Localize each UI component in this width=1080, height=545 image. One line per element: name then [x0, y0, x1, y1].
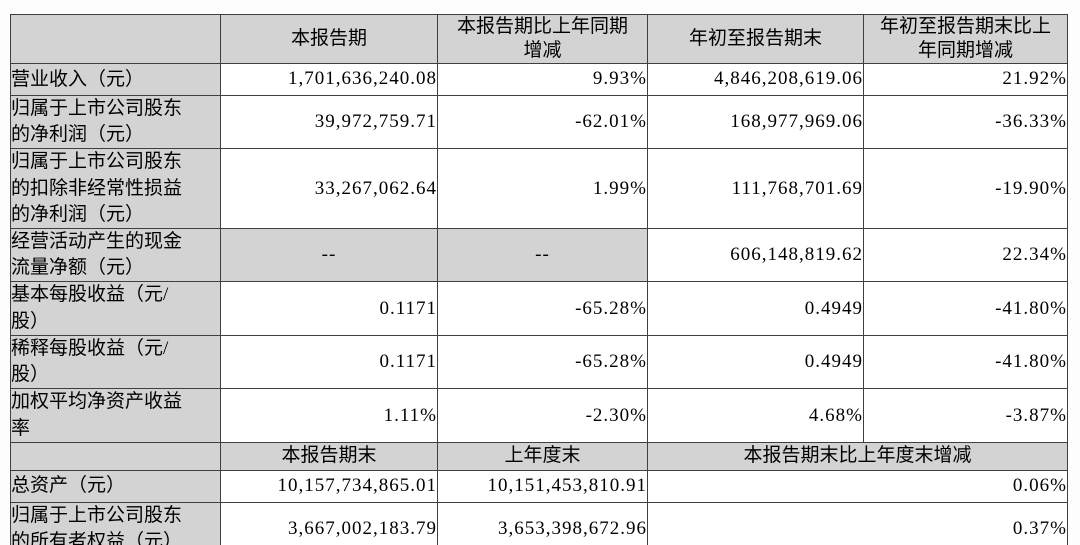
table-row: 营业收入（元） 1,701,636,240.08 9.93% 4,846,208…: [10, 62, 1068, 96]
row-label: 经营活动产生的现金流量净额（元）: [10, 227, 221, 283]
cell-value: 1,701,636,240.08: [220, 62, 438, 96]
cell-value: 33,267,062.64: [220, 148, 438, 229]
header-yoy-change: 本报告期比上年同期增减: [437, 14, 648, 64]
table-row: 归属于上市公司股东的所有者权益（元） 3,667,002,183.79 3,65…: [10, 501, 1068, 545]
cell-value: 9.93%: [437, 62, 648, 96]
cell-value: 3,653,398,672.96: [437, 501, 648, 545]
section1-header-row: 本报告期 本报告期比上年同期增减 年初至报告期末 年初至报告期末比上年同期增减: [10, 14, 1068, 64]
row-label: 归属于上市公司股东的所有者权益（元）: [10, 501, 221, 545]
cell-value: -41.80%: [863, 334, 1068, 390]
table-row: 总资产（元） 10,157,734,865.01 10,151,453,810.…: [10, 469, 1068, 503]
cell-value: 0.1171: [220, 281, 438, 336]
table-row: 稀释每股收益（元/股） 0.1171 -65.28% 0.4949 -41.80…: [10, 334, 1068, 390]
cell-value: -19.90%: [863, 148, 1068, 229]
cell-value: 4.68%: [647, 388, 864, 443]
row-label: 归属于上市公司股东的净利润（元）: [10, 94, 221, 150]
cell-value: -62.01%: [437, 94, 648, 150]
table-row: 经营活动产生的现金流量净额（元） -- -- 606,148,819.62 22…: [10, 227, 1068, 283]
cell-value: 111,768,701.69: [647, 148, 864, 229]
table-row: 基本每股收益（元/股） 0.1171 -65.28% 0.4949 -41.80…: [10, 281, 1068, 336]
cell-no-data: --: [220, 227, 438, 283]
cell-value: 0.06%: [647, 469, 1068, 503]
cell-value: 10,151,453,810.91: [437, 469, 648, 503]
cell-value: -65.28%: [437, 334, 648, 390]
header-ytd: 年初至报告期末: [647, 14, 864, 64]
cell-value: 0.4949: [647, 281, 864, 336]
row-label: 归属于上市公司股东的扣除非经常性损益的净利润（元）: [10, 148, 221, 229]
cell-value: 10,157,734,865.01: [220, 469, 438, 503]
cell-no-data: --: [437, 227, 648, 283]
cell-value: 168,977,969.06: [647, 94, 864, 150]
row-label: 基本每股收益（元/股）: [10, 281, 221, 336]
cell-value: -36.33%: [863, 94, 1068, 150]
table-row: 加权平均净资产收益率 1.11% -2.30% 4.68% -3.87%: [10, 388, 1068, 443]
row-label: 总资产（元）: [10, 469, 221, 503]
cell-value: 4,846,208,619.06: [647, 62, 864, 96]
cell-value: -41.80%: [863, 281, 1068, 336]
cell-value: -3.87%: [863, 388, 1068, 443]
cell-value: -65.28%: [437, 281, 648, 336]
cell-value: 0.4949: [647, 334, 864, 390]
header-ytd-yoy-change: 年初至报告期末比上年同期增减: [863, 14, 1068, 64]
header-prior-year-end: 上年度末: [437, 441, 648, 471]
table-row: 归属于上市公司股东的扣除非经常性损益的净利润（元） 33,267,062.64 …: [10, 148, 1068, 229]
section2-header-row: 本报告期末 上年度末 本报告期末比上年度末增减: [10, 441, 1068, 471]
row-label: 加权平均净资产收益率: [10, 388, 221, 443]
header-corner-cell: [10, 14, 221, 64]
cell-value: 606,148,819.62: [647, 227, 864, 283]
cell-value: -2.30%: [437, 388, 648, 443]
row-label: 稀释每股收益（元/股）: [10, 334, 221, 390]
header-period-end: 本报告期末: [220, 441, 438, 471]
cell-value: 1.11%: [220, 388, 438, 443]
header-period-end-change: 本报告期末比上年度末增减: [647, 441, 1068, 471]
cell-value: 21.92%: [863, 62, 1068, 96]
cell-value: 22.34%: [863, 227, 1068, 283]
table-row: 归属于上市公司股东的净利润（元） 39,972,759.71 -62.01% 1…: [10, 94, 1068, 150]
financial-summary-table: 本报告期 本报告期比上年同期增减 年初至报告期末 年初至报告期末比上年同期增减 …: [10, 14, 1068, 545]
header-current-period: 本报告期: [220, 14, 438, 64]
cell-value: 0.37%: [647, 501, 1068, 545]
row-label: 营业收入（元）: [10, 62, 221, 96]
cell-value: 3,667,002,183.79: [220, 501, 438, 545]
header-corner-cell: [10, 441, 221, 471]
cell-value: 1.99%: [437, 148, 648, 229]
cell-value: 39,972,759.71: [220, 94, 438, 150]
cell-value: 0.1171: [220, 334, 438, 390]
